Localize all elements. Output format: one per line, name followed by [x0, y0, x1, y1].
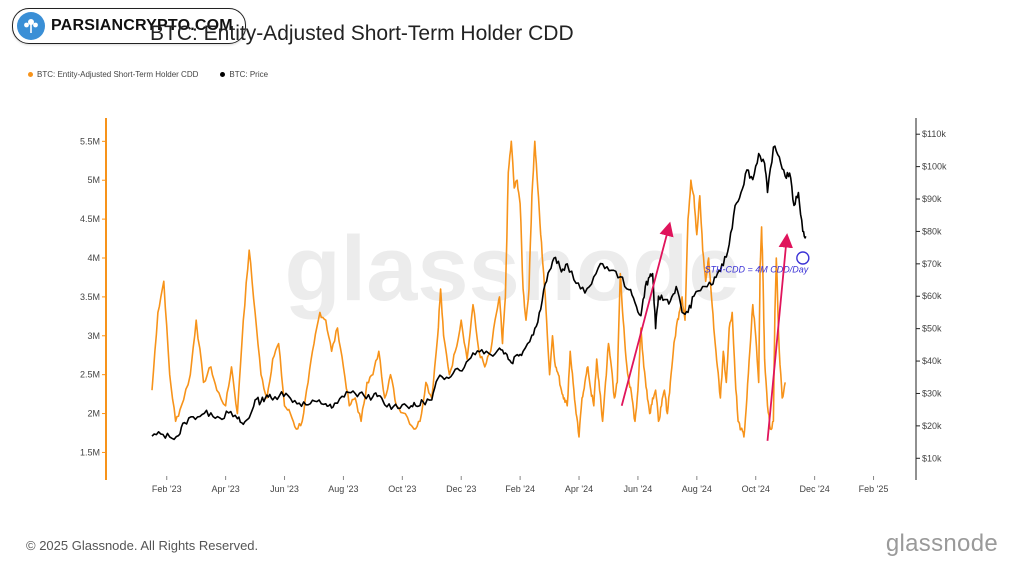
- x-tick-label: Feb '23: [152, 484, 182, 494]
- trend-arrow: [620, 221, 674, 407]
- right-tick-label: $40k: [922, 356, 942, 366]
- annotation-layer: STH-CDD = 4M CDD/Day: [620, 221, 810, 441]
- right-tick-label: $90k: [922, 194, 942, 204]
- legend-item-price[interactable]: BTC: Price: [220, 70, 268, 79]
- highlight-circle: [796, 251, 810, 265]
- legend-dot-price: [220, 72, 226, 77]
- legend-label-price: BTC: Price: [229, 70, 269, 79]
- left-tick-label: 2M: [87, 409, 100, 419]
- left-tick-label: 2.5M: [80, 370, 100, 380]
- right-tick-label: $110k: [922, 129, 946, 139]
- series-line-price: [151, 145, 807, 441]
- x-tick-label: Apr '23: [212, 484, 240, 494]
- left-tick-label: 5.5M: [80, 136, 100, 146]
- right-tick-label: $60k: [922, 291, 942, 301]
- x-tick-label: Apr '24: [565, 484, 593, 494]
- legend-label-cdd: BTC: Entity-Adjusted Short-Term Holder C…: [37, 70, 199, 79]
- trend-arrow: [766, 233, 793, 441]
- right-tick-label: $100k: [922, 162, 947, 172]
- legend-dot-cdd: [28, 72, 33, 77]
- page-title: BTC: Entity-Adjusted Short-Term Holder C…: [150, 22, 574, 45]
- x-tick-label: Aug '23: [328, 484, 358, 494]
- site-badge[interactable]: PARSIANCRYPTO.COM: [12, 8, 246, 44]
- copyright-text: © 2025 Glassnode. All Rights Reserved.: [26, 538, 259, 553]
- right-tick-label: $10k: [922, 453, 942, 463]
- x-tick-label: Dec '24: [800, 484, 830, 494]
- tree-logo-icon: [17, 12, 45, 40]
- series-layer: [151, 140, 807, 441]
- x-tick-label: Oct '23: [388, 484, 416, 494]
- chart-watermark: glassnode: [284, 218, 739, 320]
- series-line-cdd: [151, 140, 786, 438]
- x-tick-label: Jun '23: [270, 484, 299, 494]
- annotation-label: STH-CDD = 4M CDD/Day: [705, 265, 809, 275]
- footer-brand: glassnode: [885, 530, 998, 557]
- axes-layer: 1.5M 2M 2.5M 3M 3.5M 4M 4.5M 5M 5.5M $10k $20k $30k…: [80, 118, 947, 494]
- right-tick-label: $20k: [922, 421, 942, 431]
- right-tick-label: $70k: [922, 259, 942, 269]
- left-tick-label: 3M: [87, 331, 100, 341]
- right-tick-label: $50k: [922, 324, 942, 334]
- x-tick-label: Oct '24: [742, 484, 770, 494]
- left-tick-label: 4.5M: [80, 214, 100, 224]
- left-tick-label: 3.5M: [80, 292, 100, 302]
- right-tick-label: $80k: [922, 226, 942, 236]
- x-tick-label: Aug '24: [682, 484, 712, 494]
- x-tick-label: Dec '23: [446, 484, 476, 494]
- left-tick-label: 4M: [87, 253, 100, 263]
- x-tick-label: Feb '25: [859, 484, 889, 494]
- right-tick-label: $30k: [922, 388, 942, 398]
- badge-text: PARSIANCRYPTO.COM: [51, 17, 233, 34]
- left-tick-label: 5M: [87, 175, 100, 185]
- x-tick-label: Feb '24: [505, 484, 535, 494]
- x-tick-label: Jun '24: [624, 484, 653, 494]
- left-tick-label: 1.5M: [80, 447, 100, 457]
- legend-item-cdd[interactable]: BTC: Entity-Adjusted Short-Term Holder C…: [28, 70, 198, 79]
- chart-legend: BTC: Entity-Adjusted Short-Term Holder C…: [28, 70, 268, 79]
